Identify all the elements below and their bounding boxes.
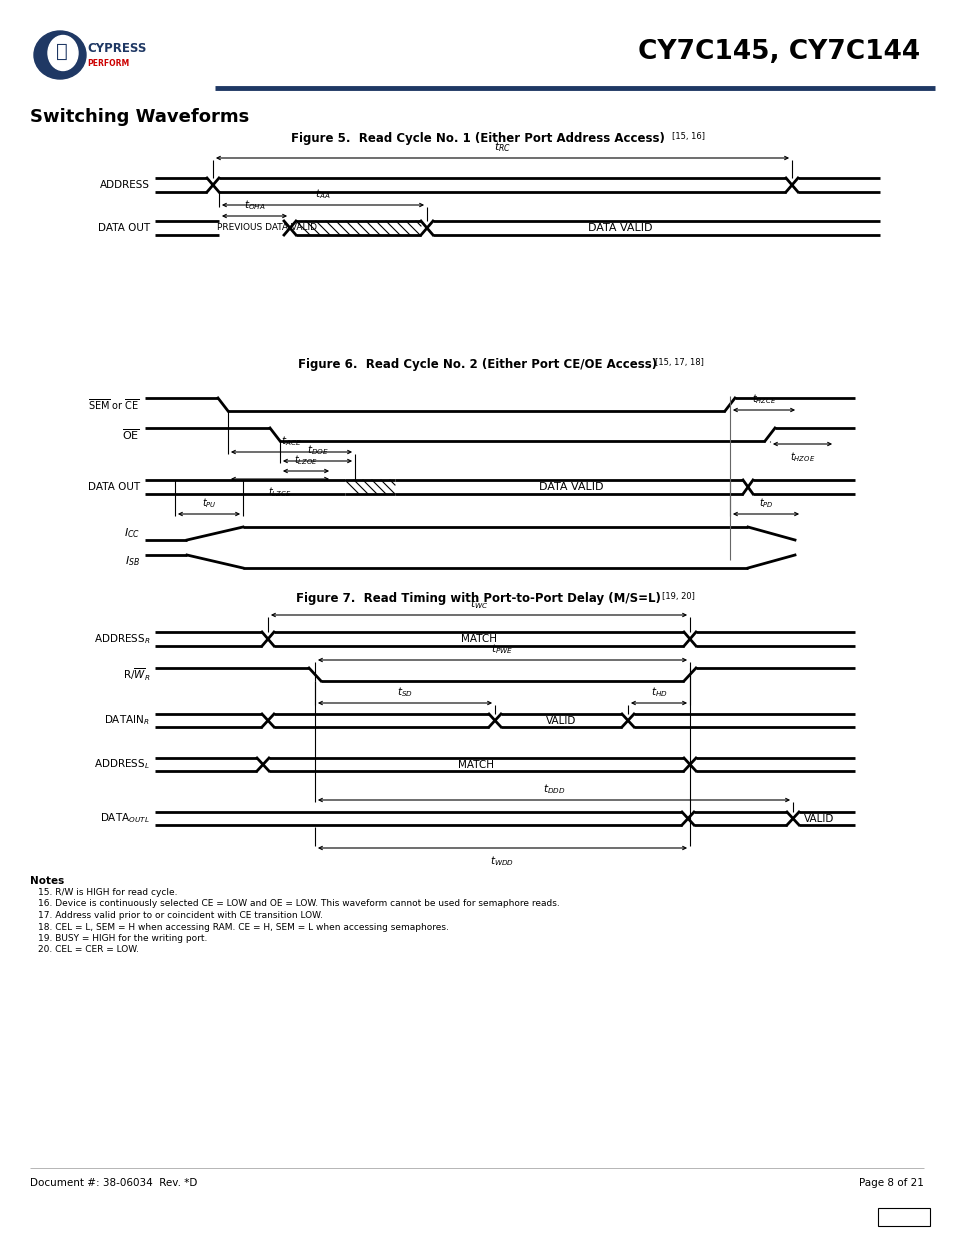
Text: 15. R/W is HIGH for read cycle.: 15. R/W is HIGH for read cycle. [38,888,177,897]
Text: $t_{HZCE}$: $t_{HZCE}$ [751,393,776,406]
Text: 18. CEL = L, SEM = H when accessing RAM. CE = H, SEM = L when accessing semaphor: 18. CEL = L, SEM = H when accessing RAM.… [38,923,449,931]
Text: CY7C145, CY7C144: CY7C145, CY7C144 [638,40,919,65]
Text: VALID: VALID [546,715,576,725]
Text: $t_{HZOE}$: $t_{HZOE}$ [789,450,814,464]
Text: 16. Device is continuously selected CE = LOW and OE = LOW. This waveform cannot : 16. Device is continuously selected CE =… [38,899,559,909]
Text: ADDRESS$_L$: ADDRESS$_L$ [94,757,150,772]
Text: $t_{AA}$: $t_{AA}$ [314,188,331,201]
Text: $t_{SD}$: $t_{SD}$ [396,685,413,699]
Text: [19, 20]: [19, 20] [661,592,694,601]
Text: DATA VALID: DATA VALID [538,482,603,492]
Text: [15, 16]: [15, 16] [671,132,704,141]
Text: ADDRESS$_R$: ADDRESS$_R$ [93,632,150,646]
Text: Figure 7.  Read Timing with Port-to-Port Delay (M/S=L): Figure 7. Read Timing with Port-to-Port … [295,592,659,605]
Text: DATA VALID: DATA VALID [587,224,652,233]
Ellipse shape [48,36,78,70]
Text: MATCH: MATCH [460,634,497,643]
Text: CYPRESS: CYPRESS [87,42,146,56]
Text: Notes: Notes [30,876,64,885]
Text: $t_{RC}$: $t_{RC}$ [494,141,511,154]
Text: $t_{PU}$: $t_{PU}$ [201,496,216,510]
Text: $I_{CC}$: $I_{CC}$ [124,526,140,541]
Text: $t_{LZCE}$: $t_{LZCE}$ [268,485,292,499]
Text: ADDRESS: ADDRESS [100,180,150,190]
Text: Figure 6.  Read Cycle No. 2 (Either Port CE/OE Access): Figure 6. Read Cycle No. 2 (Either Port … [298,358,657,370]
Text: $t_{PD}$: $t_{PD}$ [758,496,773,510]
Text: $t_{ACE}$: $t_{ACE}$ [281,435,301,448]
Text: $\overline{\rm OE}$: $\overline{\rm OE}$ [122,427,140,442]
Text: [15, 17, 18]: [15, 17, 18] [655,358,703,367]
Text: DATAIN$_R$: DATAIN$_R$ [104,714,150,727]
Text: DATA$_{OUTL}$: DATA$_{OUTL}$ [100,811,150,825]
Text: PERFORM: PERFORM [87,59,129,68]
Text: 19. BUSY = HIGH for the writing port.: 19. BUSY = HIGH for the writing port. [38,934,207,944]
Text: $t_{DDD}$: $t_{DDD}$ [542,782,564,797]
Text: PREVIOUS DATA VALID: PREVIOUS DATA VALID [216,224,316,232]
Text: 20. CEL = CER = LOW.: 20. CEL = CER = LOW. [38,946,139,955]
Text: $t_{LZOE}$: $t_{LZOE}$ [294,453,317,467]
Text: 🌲: 🌲 [56,42,68,61]
Text: $\overline{\rm SEM}$ or $\overline{\rm CE}$: $\overline{\rm SEM}$ or $\overline{\rm C… [88,398,140,412]
Bar [877,1208,929,1226]
Text: MATCH: MATCH [458,760,494,769]
Text: Page 8 of 21: Page 8 of 21 [859,1178,923,1188]
Ellipse shape [34,31,86,79]
Text: 17. Address valid prior to or coincident with CE transition LOW.: 17. Address valid prior to or coincident… [38,911,322,920]
Text: $t_{WC}$: $t_{WC}$ [470,598,488,611]
Text: $t_{WDD}$: $t_{WDD}$ [490,853,514,868]
Text: VALID: VALID [803,814,834,824]
Text: Switching Waveforms: Switching Waveforms [30,107,249,126]
Text: $t_{PWE}$: $t_{PWE}$ [491,642,513,656]
Text: Figure 5.  Read Cycle No. 1 (Either Port Address Access): Figure 5. Read Cycle No. 1 (Either Port … [291,132,664,144]
Text: R/$\overline{W}_R$: R/$\overline{W}_R$ [122,667,150,683]
Text: $t_{HD}$: $t_{HD}$ [650,685,667,699]
Text: Document #: 38-06034  Rev. *D: Document #: 38-06034 Rev. *D [30,1178,197,1188]
Text: $t_{DOE}$: $t_{DOE}$ [306,443,328,457]
Text: DATA OUT: DATA OUT [88,482,140,492]
Text: $I_{SB}$: $I_{SB}$ [125,555,140,568]
Text: DATA OUT: DATA OUT [98,224,150,233]
Text: $t_{OHA}$: $t_{OHA}$ [243,198,265,212]
